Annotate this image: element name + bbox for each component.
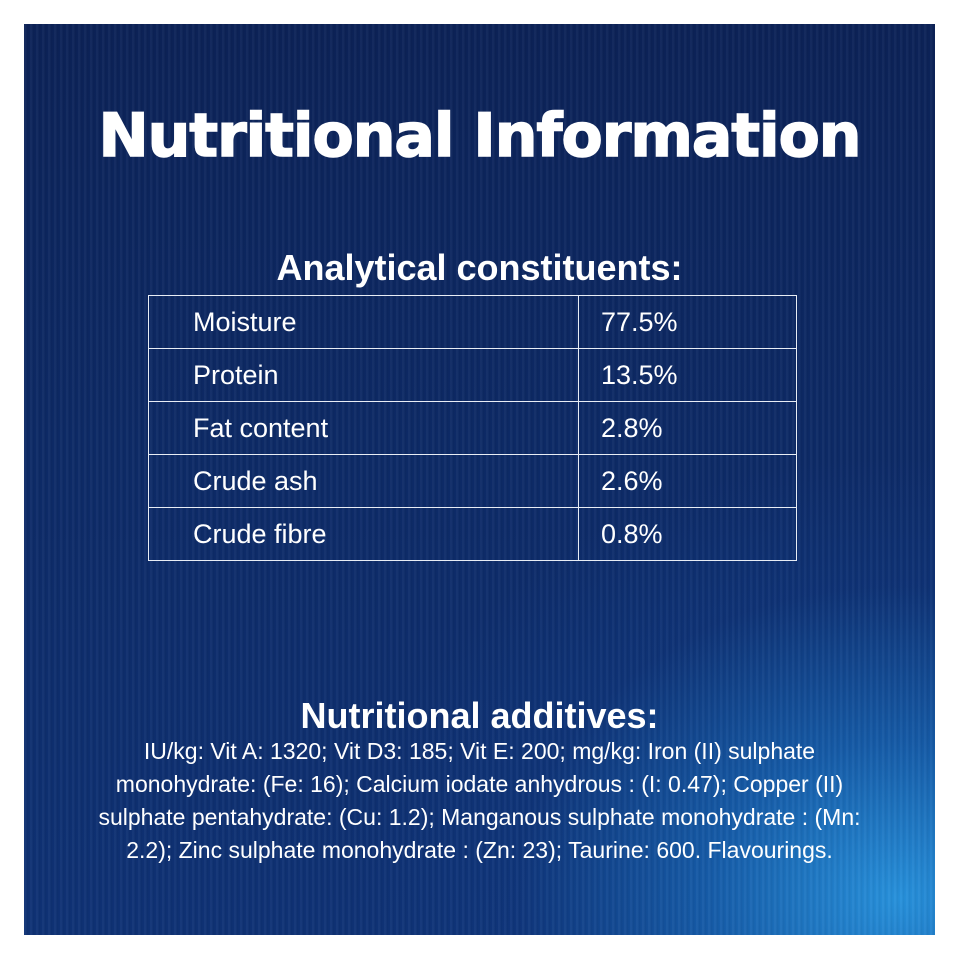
constituent-name: Crude ash xyxy=(148,454,579,508)
table-row: Fat content 2.8% xyxy=(148,401,797,455)
table-row: Crude ash 2.6% xyxy=(148,454,797,508)
analytical-constituents-table: Moisture 77.5% Protein 13.5% Fat content… xyxy=(148,295,797,561)
constituent-name: Moisture xyxy=(148,295,579,349)
table-row: Crude fibre 0.8% xyxy=(148,507,797,561)
nutritional-additives-heading: Nutritional additives: xyxy=(300,695,659,736)
table-row: Moisture 77.5% xyxy=(148,295,797,349)
nutritional-additives-text: IU/kg: Vit A: 1320; Vit D3: 185; Vit E: … xyxy=(98,738,861,863)
constituent-value: 77.5% xyxy=(578,295,797,349)
page-title: Nutritional Information xyxy=(98,101,863,171)
constituent-name: Fat content xyxy=(148,401,579,455)
constituent-value: 0.8% xyxy=(578,507,797,561)
constituent-value: 2.8% xyxy=(578,401,797,455)
constituent-name: Protein xyxy=(148,348,579,402)
constituent-value: 13.5% xyxy=(578,348,797,402)
table-row: Protein 13.5% xyxy=(148,348,797,402)
nutrition-panel: Nutritional Information Analytical const… xyxy=(24,24,935,935)
constituent-name: Crude fibre xyxy=(148,507,579,561)
analytical-constituents-heading: Analytical constituents: xyxy=(276,247,683,288)
constituent-value: 2.6% xyxy=(578,454,797,508)
